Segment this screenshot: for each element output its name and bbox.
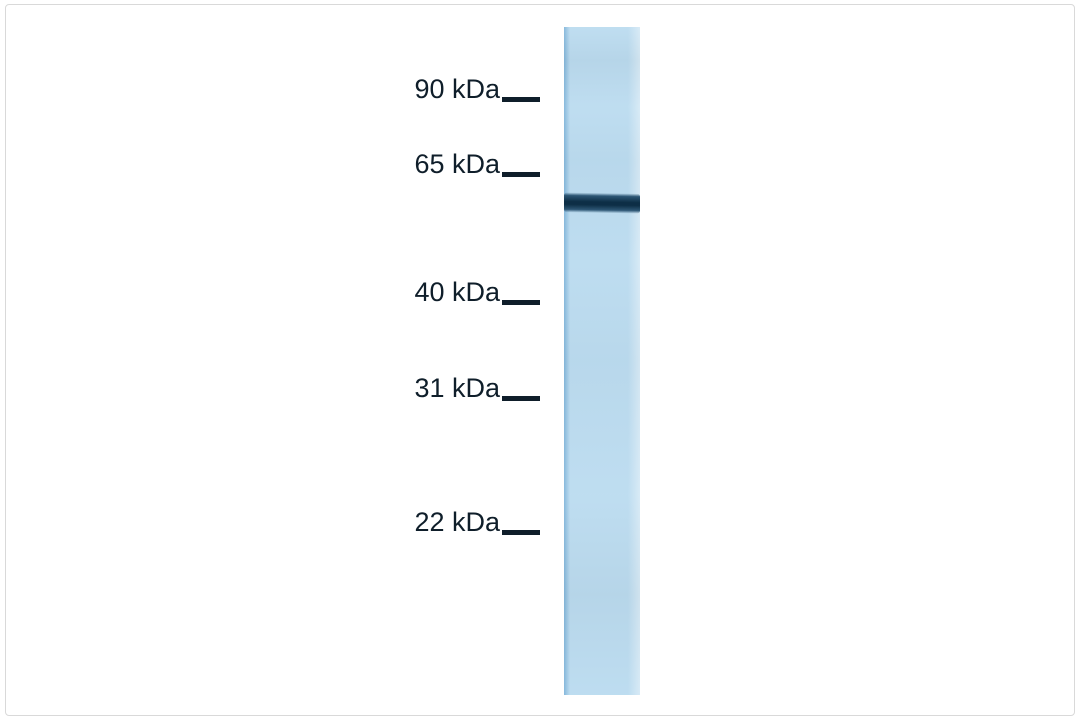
mw-marker-tick <box>502 396 540 401</box>
mw-markers: 90 kDa 65 kDa 40 kDa 31 kDa 22 kDa <box>0 0 1080 720</box>
mw-marker-row: 40 kDa <box>0 276 540 309</box>
mw-marker-row: 90 kDa <box>0 73 540 106</box>
mw-marker-row: 22 kDa <box>0 506 540 539</box>
mw-marker-tick <box>502 172 540 177</box>
mw-marker-label: 31 kDa <box>414 373 500 404</box>
mw-marker-row: 65 kDa <box>0 148 540 181</box>
mw-marker-tick <box>502 97 540 102</box>
mw-marker-tick <box>502 300 540 305</box>
mw-marker-tick <box>502 530 540 535</box>
mw-marker-label: 90 kDa <box>414 74 500 105</box>
mw-marker-label: 22 kDa <box>414 507 500 538</box>
mw-marker-row: 31 kDa <box>0 372 540 405</box>
mw-marker-label: 65 kDa <box>414 149 500 180</box>
mw-marker-label: 40 kDa <box>414 277 500 308</box>
